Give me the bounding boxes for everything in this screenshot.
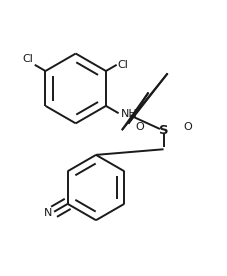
Text: O: O <box>182 122 191 132</box>
Text: O: O <box>135 122 143 132</box>
Text: Cl: Cl <box>23 54 33 64</box>
Text: N: N <box>44 208 52 218</box>
Text: S: S <box>158 124 168 137</box>
Text: NH: NH <box>120 109 137 119</box>
Text: Cl: Cl <box>117 60 128 70</box>
